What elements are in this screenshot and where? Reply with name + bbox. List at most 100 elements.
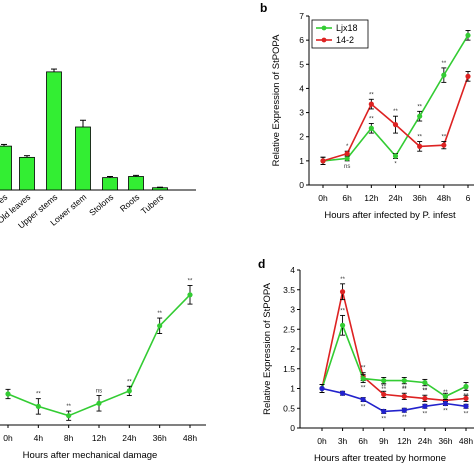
significance-label: ** [36, 392, 41, 398]
x-tick-label: 6h [342, 193, 352, 203]
data-point [422, 379, 428, 386]
significance-label: ns [344, 164, 350, 170]
x-tick-label: 6h [358, 436, 368, 446]
significance-label: ** [417, 135, 422, 141]
data-point [401, 378, 407, 384]
data-point [417, 113, 423, 119]
y-tick-label: 1 [299, 156, 304, 166]
significance-label: ** [381, 416, 386, 422]
x-tick-label: 36h [413, 193, 427, 203]
significance-label: ** [369, 92, 374, 98]
x-tick-label: 36h [438, 436, 452, 446]
y-tick-label: 0 [290, 423, 295, 433]
data-point [157, 323, 163, 329]
panel-a-bar [19, 156, 35, 191]
data-point [442, 400, 449, 407]
significance-label: ** [340, 308, 345, 314]
x-tick-label: 24h [388, 193, 402, 203]
panel-a-category-label: Roots [118, 192, 141, 214]
panel-a-bar [128, 176, 144, 191]
y-tick-label: 5 [299, 59, 304, 69]
panel-a-bar [0, 145, 12, 191]
x-tick-label: 9h [379, 436, 389, 446]
significance-label: ** [66, 404, 71, 410]
data-point [392, 153, 399, 159]
data-point [368, 125, 374, 131]
significance-label: ** [127, 379, 132, 385]
x-tick-label: 24h [122, 433, 136, 443]
x-tick-label: 3h [338, 436, 348, 446]
x-axis-title: Hours after infected by P. infest [324, 210, 456, 221]
y-tick-label: 3 [299, 108, 304, 118]
data-point [344, 155, 350, 162]
data-point [463, 395, 469, 401]
data-point [320, 158, 326, 164]
x-tick-label: 6 [466, 193, 471, 203]
series-line [322, 34, 469, 162]
y-tick-label: 0 [299, 180, 304, 190]
data-point [96, 400, 102, 406]
series-line [321, 387, 467, 413]
significance-label: ** [361, 366, 366, 372]
data-point [417, 143, 423, 149]
significance-label: ** [423, 389, 428, 395]
significance-label: ** [402, 386, 407, 392]
panel-b-line-chart: 0 1 2 3 4 5 6 7 Relative Expression of StPOPA 0h 6… [260, 1, 474, 221]
data-point [381, 391, 387, 398]
y-tick-label: 1.5 [283, 364, 295, 374]
y-axis-title: Relative Expression of StPOPA [271, 34, 282, 166]
legend-swatch-marker [321, 37, 327, 43]
panel-a-category-label: Stolons [87, 192, 115, 218]
y-tick-label: 4 [299, 83, 304, 93]
data-point [401, 393, 407, 399]
significance-label: ** [423, 411, 428, 417]
significance-label: ** [381, 384, 386, 390]
significance-label: ** [464, 388, 469, 394]
data-point [463, 383, 469, 390]
data-point [339, 390, 346, 396]
series-line [321, 322, 467, 398]
y-tick-label: 2.5 [283, 324, 295, 334]
x-tick-label: 36h [153, 433, 167, 443]
y-tick-label: 7 [299, 11, 304, 21]
significance-label: ** [157, 311, 162, 317]
x-tick-label: 24h [418, 436, 432, 446]
data-point [442, 393, 449, 399]
data-point [126, 388, 132, 394]
data-point [368, 101, 374, 107]
data-point [319, 385, 325, 392]
significance-label: ** [361, 405, 366, 411]
y-tick-label: 0.5 [283, 403, 295, 413]
data-point [66, 413, 72, 419]
significance-label: ** [417, 104, 422, 110]
panel-a-bar [75, 126, 91, 191]
significance-label: ** [464, 393, 469, 399]
significance-label: ** [369, 116, 374, 122]
x-tick-label: 48h [437, 193, 451, 203]
data-point [187, 292, 193, 298]
x-tick-label: 8h [64, 433, 74, 443]
significance-label: * [394, 161, 397, 167]
x-tick-label: 0h [318, 193, 328, 203]
panel-a-bar [46, 71, 62, 191]
y-tick-label: 1 [290, 384, 295, 394]
y-axis-title: Relative Expression of StPOPA [262, 282, 273, 414]
x-tick-label: 12h [397, 436, 411, 446]
x-tick-label: 0h [317, 436, 327, 446]
data-point [381, 408, 387, 415]
data-point [360, 396, 366, 403]
panel-d-line-chart: 0 0.5 1 1.5 2 2.5 3 3.5 4 Relative Expression of … [258, 257, 474, 464]
data-point [441, 72, 447, 78]
x-tick-label: 12h [364, 193, 378, 203]
significance-label: ** [381, 387, 386, 393]
significance-label: ** [402, 387, 407, 393]
data-point [463, 403, 469, 409]
legend: Ljx18 14-2 [311, 19, 369, 49]
x-tick-label: 0h [3, 433, 13, 443]
data-point [5, 391, 11, 397]
x-tick-label: 4h [34, 433, 44, 443]
x-axis-title: Hours after treated by hormone [314, 453, 446, 464]
data-point [339, 322, 346, 328]
